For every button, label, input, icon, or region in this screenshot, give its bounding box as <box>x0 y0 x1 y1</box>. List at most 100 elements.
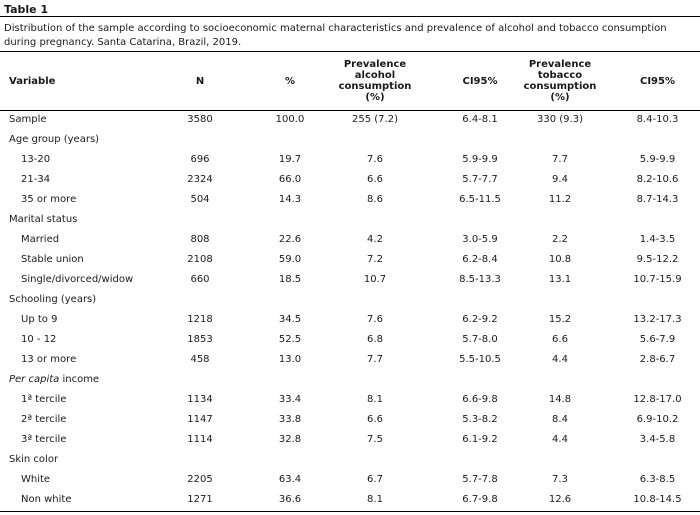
group-label: Per capita income <box>9 370 99 390</box>
cell-ci-alcohol: 3.0-5.9 <box>462 234 498 245</box>
cell-ci-tobacco: 12.8-17.0 <box>633 394 682 405</box>
cell-ci-tobacco: 1.4-3.5 <box>639 234 676 245</box>
table-row: 13-20 696 19.7 7.6 5.9-9.9 7.7 5.9-9.9 <box>0 150 700 170</box>
cell-ci-tobacco: 10.8-14.5 <box>633 494 682 505</box>
table-row: Married 808 22.6 4.2 3.0-5.9 2.2 1.4-3.5 <box>0 230 700 250</box>
cell-pct: 13.0 <box>278 354 302 365</box>
header-ci-tobacco: CI95% <box>640 75 675 87</box>
cell-ci-tobacco: 10.7-15.9 <box>633 274 682 285</box>
cell-prev-alcohol: 7.6 <box>367 314 383 325</box>
row-label: 3ª tercile <box>21 434 67 445</box>
cell-prev-tobacco: 15.2 <box>548 314 572 325</box>
cell-pct: 18.5 <box>278 274 302 285</box>
cell-n: 1134 <box>187 394 213 405</box>
cell-ci-alcohol: 6.1-9.2 <box>462 434 498 445</box>
cell-pct: 66.0 <box>278 174 302 185</box>
row-label: Stable union <box>21 254 84 265</box>
cell-ci-tobacco: 5.6-7.9 <box>639 334 676 345</box>
row-label: 1ª tercile <box>21 394 67 405</box>
cell-n: 808 <box>190 234 210 245</box>
row-label: Single/divorced/widow <box>21 274 134 285</box>
group-label-text: income <box>59 374 100 385</box>
cell-prev-tobacco: 2.2 <box>552 234 568 245</box>
group-label: Schooling (years) <box>9 294 97 305</box>
table-row: Non white 1271 36.6 8.1 6.7-9.8 12.6 10.8-14.5 <box>0 490 700 510</box>
cell-prev-tobacco: 4.4 <box>552 354 568 365</box>
group-header-row: Per capita income <box>0 370 700 390</box>
group-label-italic: Per capita <box>9 374 60 385</box>
cell-ci-tobacco: 8.2-10.6 <box>636 174 679 185</box>
cell-prev-alcohol: 6.6 <box>367 174 383 185</box>
cell-prev-alcohol: 255 (7.2) <box>352 114 398 125</box>
cell-prev-tobacco: 11.2 <box>548 194 572 205</box>
cell-prev-tobacco: 13.1 <box>548 274 572 285</box>
header-prev-alcohol-line: alcohol <box>354 70 396 81</box>
header-prev-alcohol: Prevalence alcohol consumption (%) <box>335 52 415 110</box>
header-prev-tobacco: Prevalence tobacco consumption (%) <box>520 52 600 110</box>
caption-rule <box>0 51 700 52</box>
row-label: 13 or more <box>21 354 77 365</box>
cell-ci-tobacco: 5.9-9.9 <box>639 154 676 165</box>
group-label: Age group (years) <box>9 134 100 145</box>
group-label: Marital status <box>9 214 78 225</box>
cell-ci-alcohol: 5.7-7.7 <box>462 174 498 185</box>
cell-n: 2324 <box>187 174 213 185</box>
cell-ci-alcohol: 6.5-11.5 <box>459 194 501 205</box>
cell-pct: 33.8 <box>278 414 302 425</box>
cell-n: 504 <box>190 194 210 205</box>
cell-ci-alcohol: 6.6-9.8 <box>462 394 498 405</box>
header-ci-alcohol: CI95% <box>462 75 498 87</box>
row-label: 13-20 <box>21 154 51 165</box>
cell-n: 660 <box>190 274 210 285</box>
cell-prev-tobacco: 14.8 <box>548 394 572 405</box>
cell-n: 1853 <box>187 334 213 345</box>
table-caption: Distribution of the sample according to … <box>4 23 667 48</box>
table-row: Stable union 2108 59.0 7.2 6.2-8.4 10.8 9.5-12… <box>0 250 700 270</box>
header-prev-tobacco-line: consumption <box>523 81 597 92</box>
row-label: Sample <box>9 114 47 125</box>
cell-ci-alcohol: 6.2-8.4 <box>462 254 498 265</box>
table-title: Table 1 <box>4 3 49 16</box>
table-row: Up to 9 1218 34.5 7.6 6.2-9.2 15.2 13.2-17.3 <box>0 310 700 330</box>
cell-ci-tobacco: 2.8-6.7 <box>639 354 676 365</box>
cell-pct: 34.5 <box>278 314 302 325</box>
cell-prev-tobacco: 10.8 <box>548 254 572 265</box>
cell-prev-alcohol: 7.7 <box>367 354 383 365</box>
group-header-row: Marital status <box>0 210 700 230</box>
cell-pct: 36.6 <box>278 494 302 505</box>
cell-ci-tobacco: 8.7-14.3 <box>636 194 679 205</box>
row-label: White <box>21 474 51 485</box>
cell-ci-alcohol: 5.5-10.5 <box>459 354 501 365</box>
table-row: White 2205 63.4 6.7 5.7-7.8 7.3 6.3-8.5 <box>0 470 700 490</box>
cell-n: 1114 <box>187 434 213 445</box>
row-label: 2ª tercile <box>21 414 67 425</box>
cell-pct: 63.4 <box>278 474 302 485</box>
cell-ci-tobacco: 6.3-8.5 <box>639 474 676 485</box>
cell-prev-tobacco: 330 (9.3) <box>537 114 583 125</box>
header-prev-alcohol-line: Prevalence <box>343 59 407 70</box>
cell-prev-alcohol: 10.7 <box>363 274 387 285</box>
cell-n: 696 <box>190 154 210 165</box>
cell-ci-tobacco: 6.9-10.2 <box>636 414 679 425</box>
cell-prev-tobacco: 7.7 <box>552 154 568 165</box>
cell-n: 3580 <box>187 114 213 125</box>
header-prev-tobacco-line: (%) <box>550 92 570 103</box>
cell-prev-alcohol: 4.2 <box>367 234 383 245</box>
cell-prev-tobacco: 7.3 <box>552 474 568 485</box>
header-rule <box>0 110 700 111</box>
cell-prev-tobacco: 4.4 <box>552 434 568 445</box>
header-prev-tobacco-line: Prevalence <box>528 59 592 70</box>
cell-pct: 33.4 <box>278 394 302 405</box>
cell-ci-alcohol: 8.5-13.3 <box>459 274 501 285</box>
cell-n: 1218 <box>187 314 213 325</box>
header-variable: Variable <box>9 75 56 87</box>
group-header-row: Age group (years) <box>0 130 700 150</box>
cell-ci-alcohol: 6.7-9.8 <box>462 494 498 505</box>
cell-prev-tobacco: 9.4 <box>552 174 568 185</box>
cell-pct: 100.0 <box>275 114 305 125</box>
cell-prev-alcohol: 8.1 <box>367 494 383 505</box>
table-row: 1ª tercile 1134 33.4 8.1 6.6-9.8 14.8 12.8-17.… <box>0 390 700 410</box>
header-prev-alcohol-line: (%) <box>365 92 385 103</box>
row-label: Non white <box>21 494 72 505</box>
cell-prev-tobacco: 6.6 <box>552 334 568 345</box>
